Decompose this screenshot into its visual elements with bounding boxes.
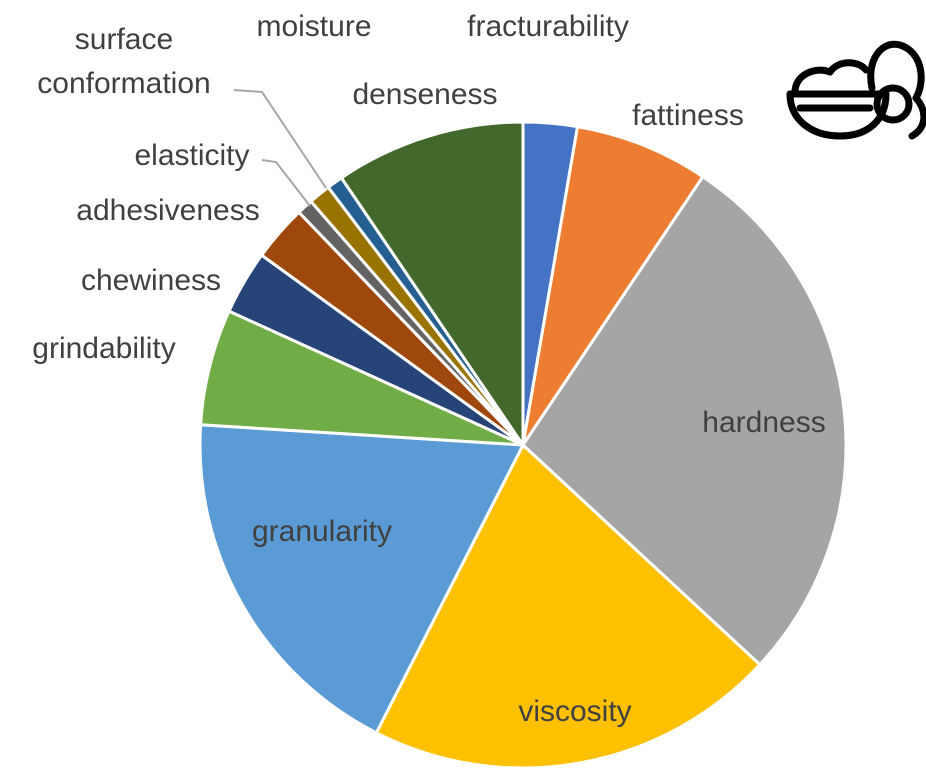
slice-label: chewiness xyxy=(81,264,221,297)
icon xyxy=(786,40,926,140)
pie-slice xyxy=(521,174,848,667)
slice-label: grindability xyxy=(32,332,175,365)
slice-label: hardness xyxy=(702,406,825,439)
slice-label: fracturability xyxy=(467,10,629,43)
slice-label: granularity xyxy=(252,515,392,548)
leader-line xyxy=(261,159,311,207)
slice-label: surface conformation xyxy=(37,23,211,100)
slice-label: adhesiveness xyxy=(76,194,259,227)
pie-slice xyxy=(198,423,526,735)
slice-label: viscosity xyxy=(518,695,631,728)
pie-slice xyxy=(521,124,705,446)
pie-slice xyxy=(339,120,525,450)
leader-line xyxy=(233,89,327,189)
pie-slice xyxy=(374,442,762,768)
slice-label: fattiness xyxy=(632,99,744,132)
slice-label: elasticity xyxy=(134,139,249,172)
slice-label: moisture xyxy=(256,10,371,43)
slice-label: denseness xyxy=(352,78,497,111)
